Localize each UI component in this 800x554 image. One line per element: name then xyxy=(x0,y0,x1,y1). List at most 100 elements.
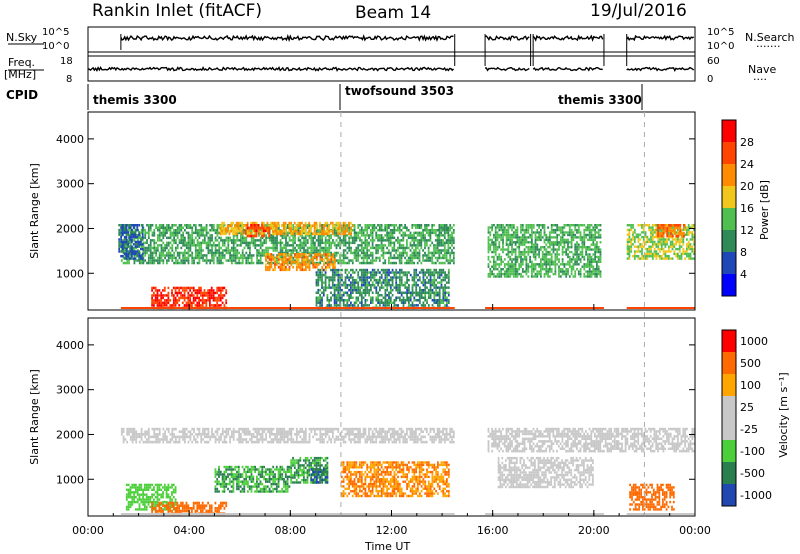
data-cell xyxy=(189,241,192,245)
data-cell xyxy=(140,236,143,240)
data-cell xyxy=(380,239,383,242)
data-cell xyxy=(185,296,188,300)
data-cell xyxy=(509,268,512,271)
data-cell xyxy=(666,257,668,260)
data-cell xyxy=(348,241,351,245)
data-cell xyxy=(637,240,640,244)
data-cell xyxy=(247,261,249,265)
data-cell xyxy=(540,268,542,271)
data-cell xyxy=(531,272,533,276)
data-cell xyxy=(353,226,356,229)
data-cell xyxy=(386,301,389,304)
data-cell xyxy=(218,286,220,290)
data-cell xyxy=(290,263,293,266)
data-cell xyxy=(406,291,408,294)
data-cell xyxy=(286,231,289,235)
data-cell xyxy=(315,224,318,228)
data-cell xyxy=(509,270,512,273)
data-cell xyxy=(639,224,642,227)
data-cell xyxy=(279,239,282,242)
data-cell xyxy=(531,270,533,273)
data-cell xyxy=(375,296,378,299)
data-cell xyxy=(400,246,403,250)
data-cell xyxy=(552,246,555,249)
data-cell xyxy=(657,255,660,258)
data-cell xyxy=(317,278,320,282)
data-cell xyxy=(496,268,499,271)
data-cell xyxy=(366,281,369,284)
data-cell xyxy=(664,226,667,230)
data-cell xyxy=(194,304,197,307)
data-cell xyxy=(270,234,273,237)
data-cell xyxy=(666,250,668,253)
data-cell xyxy=(438,286,441,289)
data-cell xyxy=(262,234,265,238)
data-cell xyxy=(333,304,336,307)
data-cell xyxy=(147,246,150,250)
data-cell xyxy=(149,239,152,242)
data-cell xyxy=(294,253,296,256)
data-cell xyxy=(191,294,193,297)
data-cell xyxy=(493,250,495,254)
trace-line xyxy=(87,66,454,73)
data-cell xyxy=(263,221,265,225)
data-cell xyxy=(220,254,222,257)
data-cell xyxy=(211,251,213,255)
data-cell xyxy=(330,263,333,266)
data-cell xyxy=(550,243,553,246)
data-cell xyxy=(243,239,246,242)
data-cell xyxy=(202,256,204,260)
data-cell xyxy=(449,239,452,242)
data-cell xyxy=(335,271,338,274)
data-cell xyxy=(164,229,166,232)
data-cell xyxy=(322,273,325,277)
data-cell xyxy=(389,288,392,292)
data-cell xyxy=(333,278,336,282)
data-cell xyxy=(210,286,213,290)
data-cell xyxy=(176,294,179,297)
data-cell xyxy=(438,281,441,284)
data-cell xyxy=(594,275,596,278)
data-cell xyxy=(662,232,665,235)
data-cell xyxy=(682,252,685,256)
data-cell xyxy=(516,233,519,237)
data-cell xyxy=(268,268,271,272)
data-cell xyxy=(541,224,544,227)
data-cell xyxy=(382,249,385,252)
data-cell xyxy=(305,263,307,266)
data-cell xyxy=(648,238,651,241)
data-cell xyxy=(259,256,262,260)
data-cell xyxy=(156,301,159,305)
data-cell xyxy=(422,278,425,282)
data-cell xyxy=(326,263,329,266)
data-cell xyxy=(436,251,439,255)
data-cell xyxy=(534,243,537,246)
data-cell xyxy=(321,258,324,261)
data-cell xyxy=(549,231,551,234)
data-cell xyxy=(219,291,222,295)
data-cell xyxy=(200,286,202,290)
data-cell xyxy=(494,263,497,266)
data-cell xyxy=(655,257,658,260)
data-cell xyxy=(342,221,345,225)
data-cell xyxy=(299,241,302,245)
data-cell xyxy=(261,226,263,230)
data-cell xyxy=(360,276,363,279)
data-cell xyxy=(628,245,631,248)
data-cell xyxy=(395,251,397,255)
data-cell xyxy=(330,251,332,255)
data-cell xyxy=(435,286,437,289)
data-cell xyxy=(433,244,435,247)
data-cell xyxy=(323,246,325,250)
data-cell xyxy=(681,234,684,238)
data-cell xyxy=(183,291,186,295)
data-cell xyxy=(505,272,508,276)
data-cell xyxy=(587,233,589,237)
data-cell xyxy=(594,248,596,251)
data-cell xyxy=(668,238,670,241)
data-cell xyxy=(194,231,197,235)
data-cell xyxy=(558,228,560,232)
data-cell xyxy=(207,244,210,247)
data-cell xyxy=(585,265,587,268)
data-cell xyxy=(500,258,503,261)
